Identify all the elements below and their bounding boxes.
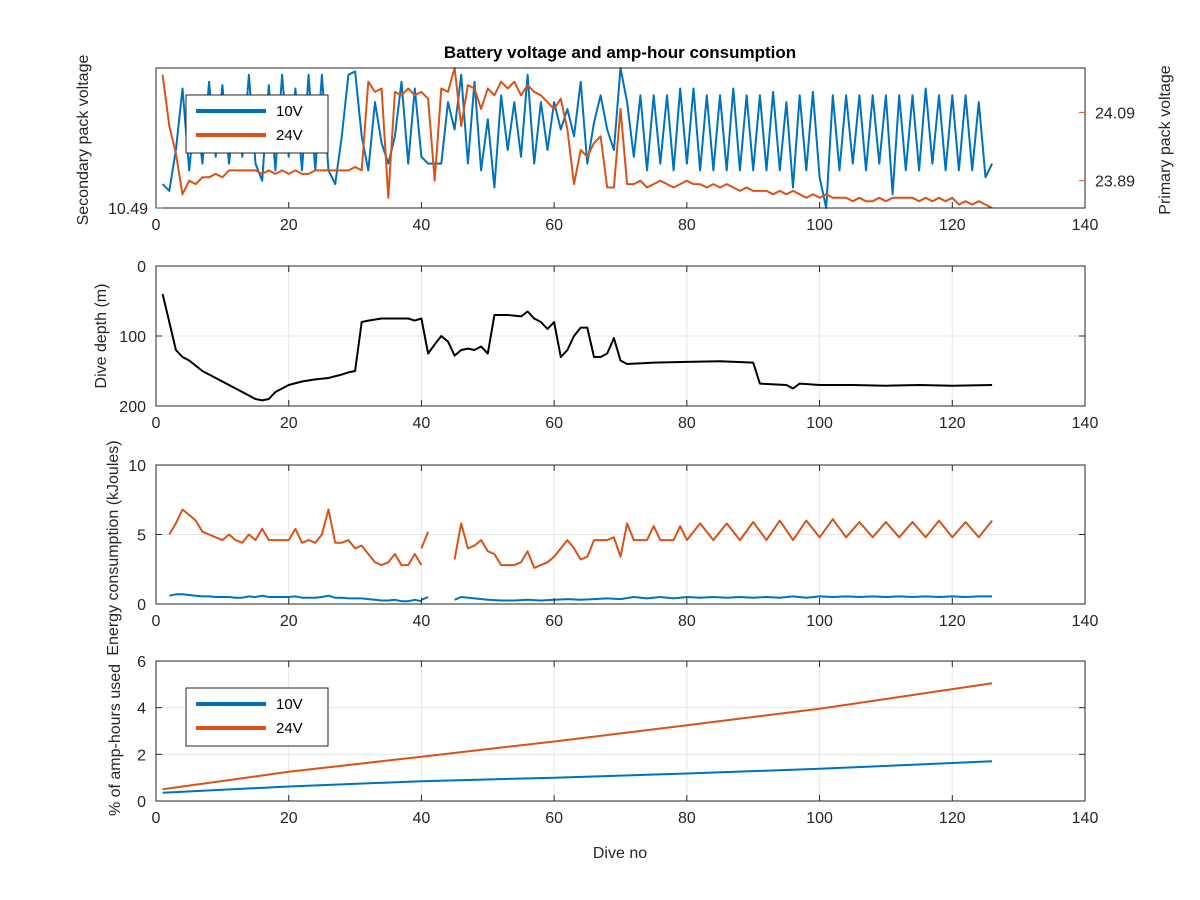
panel-1: 0 20 40 60 80 100 120 140 10.49 23.89 24.09 Seconda… bbox=[75, 55, 1174, 234]
series-line-10v bbox=[161, 67, 994, 209]
x-tick-label: 20 bbox=[280, 810, 298, 827]
series-line-24v-segment bbox=[420, 531, 430, 549]
x-tick-label: 60 bbox=[545, 613, 563, 630]
y-right-tick-label: 23.89 bbox=[1095, 174, 1135, 191]
x-tick-label: 60 bbox=[545, 810, 563, 827]
x-tick-label: 0 bbox=[152, 217, 161, 234]
x-tick-label: 0 bbox=[152, 810, 161, 827]
x-tick-label: 100 bbox=[806, 217, 833, 234]
series-line-10v bbox=[162, 760, 993, 794]
x-tick-label: 120 bbox=[939, 415, 966, 432]
y-tick-label: 0 bbox=[137, 597, 146, 614]
x-tick-label: 80 bbox=[678, 810, 696, 827]
data-group bbox=[161, 67, 994, 209]
series-line-24v-segment bbox=[168, 508, 423, 567]
x-tick-label: 20 bbox=[280, 415, 298, 432]
y-tick-label: 10 bbox=[128, 458, 146, 475]
data-group bbox=[161, 293, 993, 402]
y-left-axis-label: Secondary pack voltage bbox=[75, 55, 92, 226]
axes-box bbox=[155, 660, 1086, 802]
data-group bbox=[162, 682, 993, 794]
x-tick-label: 0 bbox=[152, 613, 161, 630]
series-line-10v-segment bbox=[421, 596, 429, 601]
figure-title: Battery voltage and amp-hour consumption bbox=[444, 43, 796, 62]
series-line-10v-segment bbox=[169, 593, 422, 603]
x-tick-label: 0 bbox=[152, 415, 161, 432]
x-tick-label: 40 bbox=[413, 810, 431, 827]
plots-area: 0 20 40 60 80 100 120 14010.4923.8924.09Seconda… bbox=[75, 55, 1174, 827]
y-axis-label: % of amp-hours used bbox=[107, 664, 124, 816]
y-axis-label: Dive depth (m) bbox=[93, 284, 110, 389]
x-tick-label: 60 bbox=[545, 217, 563, 234]
y-axis-label: Energy consumption (kJoules) bbox=[105, 440, 122, 655]
x-tick-label: 100 bbox=[806, 810, 833, 827]
y-right-tick-label: 24.09 bbox=[1095, 105, 1135, 122]
panel-3: 0 20 40 60 80 100 120 140 0 5 10 Energy consumption… bbox=[105, 440, 1098, 655]
legend-label-24v: 24V bbox=[276, 127, 303, 144]
x-tick-label: 80 bbox=[678, 217, 696, 234]
legend-label-10v: 10V bbox=[276, 103, 303, 120]
legend-label-10v: 10V bbox=[276, 696, 303, 713]
y-tick-label: 5 bbox=[137, 528, 146, 545]
series-line-24v bbox=[161, 67, 993, 209]
x-tick-label: 140 bbox=[1072, 810, 1099, 827]
x-tick-label: 80 bbox=[678, 415, 696, 432]
legend-label-24v: 24V bbox=[276, 720, 303, 737]
x-tick-label: 140 bbox=[1072, 613, 1099, 630]
series-line-depth bbox=[161, 293, 993, 402]
x-tick-label: 140 bbox=[1072, 217, 1099, 234]
x-tick-label: 120 bbox=[939, 217, 966, 234]
y-tick-label: 200 bbox=[119, 399, 146, 416]
y-tick-label: 0 bbox=[137, 794, 146, 811]
x-tick-label: 40 bbox=[413, 415, 431, 432]
x-tick-label: 120 bbox=[939, 810, 966, 827]
x-tick-label: 100 bbox=[806, 415, 833, 432]
x-tick-label: 20 bbox=[280, 217, 298, 234]
y-tick-label: 4 bbox=[137, 701, 146, 718]
x-tick-label: 40 bbox=[413, 217, 431, 234]
panel-2: 0 20 40 60 80 100 120 140 0 100 200 Dive depth (m) bbox=[93, 259, 1098, 432]
data-group bbox=[168, 508, 993, 603]
series-line-24v bbox=[162, 682, 993, 791]
y-tick-label: 6 bbox=[137, 654, 146, 671]
axes-box bbox=[155, 67, 1086, 209]
y-right-axis-label: Primary pack voltage bbox=[1157, 65, 1174, 214]
y-tick-label: 100 bbox=[119, 329, 146, 346]
x-tick-label: 40 bbox=[413, 613, 431, 630]
panel-4: 0 20 40 60 80 100 120 140 0 2 4 6 % of amp-hours use… bbox=[107, 654, 1098, 827]
legend-box bbox=[185, 687, 329, 747]
x-tick-label: 80 bbox=[678, 613, 696, 630]
y-left-tick-label: 10.49 bbox=[108, 201, 148, 218]
y-tick-label: 0 bbox=[137, 259, 146, 276]
x-tick-label: 60 bbox=[545, 415, 563, 432]
x-tick-label: 100 bbox=[806, 613, 833, 630]
x-tick-label: 140 bbox=[1072, 415, 1099, 432]
series-line-10v-segment bbox=[454, 595, 993, 602]
y-tick-label: 2 bbox=[137, 747, 146, 764]
legend-box bbox=[185, 94, 329, 154]
series-line-24v-segment bbox=[453, 518, 993, 569]
x-tick-label: 120 bbox=[939, 613, 966, 630]
x-axis-label: Dive no bbox=[593, 845, 647, 862]
x-tick-label: 20 bbox=[280, 613, 298, 630]
